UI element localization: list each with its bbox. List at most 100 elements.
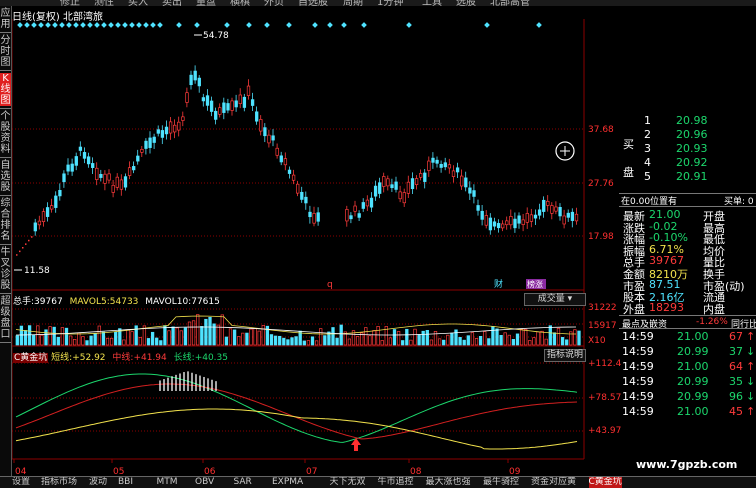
volume-bar xyxy=(556,327,561,346)
volume-bar xyxy=(425,329,429,346)
bottom-tab[interactable]: BBI xyxy=(118,477,134,487)
volume-bar xyxy=(569,331,573,346)
signal-diamond xyxy=(87,22,93,28)
bottom-tab[interactable]: SAR xyxy=(233,477,252,487)
bottom-tab[interactable]: 天下无双 xyxy=(329,477,366,487)
left-tab[interactable]: K线图 xyxy=(0,73,11,106)
bottom-tab[interactable]: 最牛骑控 xyxy=(483,477,520,487)
top-menu-item[interactable]: 工具 xyxy=(422,0,442,6)
candle-body xyxy=(193,70,197,81)
price-tick: 37.68 xyxy=(588,125,614,135)
candle-body xyxy=(414,178,419,186)
candle-body xyxy=(78,146,83,151)
candle-body xyxy=(410,178,415,190)
volume-bar xyxy=(273,335,278,346)
mid-value: +41.94 xyxy=(133,353,167,363)
top-menu-item[interactable]: 外页 xyxy=(264,0,284,6)
candle-body xyxy=(398,191,402,200)
volume-bar xyxy=(380,340,384,346)
chart-canvas[interactable]: 04 05 06 07 08 09 54.78 11.58 q 财 榜涨 xyxy=(12,19,618,476)
x-axis-label: 07 xyxy=(306,467,317,476)
tick-volume: 67 xyxy=(729,330,743,343)
bottom-tab[interactable]: 波动 xyxy=(89,477,108,487)
volume-bar xyxy=(450,332,454,346)
long-label: 长线: xyxy=(173,353,195,363)
left-tab[interactable]: 自选股 xyxy=(0,160,11,193)
top-menu-item[interactable]: 量盘 xyxy=(196,0,216,6)
volume-bar xyxy=(327,331,331,346)
divider xyxy=(619,206,756,207)
volume-bar xyxy=(495,328,499,346)
left-tab[interactable]: 分时图 xyxy=(0,35,11,68)
top-menu-item[interactable]: 修正 xyxy=(60,0,80,6)
signal-diamond xyxy=(327,22,333,28)
bottom-tab[interactable]: 牛市追控 xyxy=(377,477,414,487)
volume-bar xyxy=(237,336,241,346)
bid-level: 2 xyxy=(644,128,651,141)
divider xyxy=(619,315,756,316)
volume-bar xyxy=(245,332,249,346)
arrow-down-icon: ↓ xyxy=(746,390,756,403)
top-menu-item[interactable]: 1分钟 xyxy=(377,0,404,6)
top-menu-item[interactable]: 横棋 xyxy=(230,0,250,6)
volume-bar xyxy=(507,334,511,346)
bottom-tab[interactable]: 指标市场 xyxy=(41,477,78,487)
volume-bar xyxy=(23,330,28,346)
candle-body xyxy=(267,134,271,144)
bid-level: 5 xyxy=(644,170,651,183)
volume-indicator-dropdown[interactable]: 成交量 ▾ xyxy=(524,293,586,306)
candle-body xyxy=(312,213,316,224)
left-tab[interactable]: 应用 xyxy=(0,8,11,30)
left-tab[interactable]: 超级盘口 xyxy=(0,296,11,340)
bid-level: 4 xyxy=(644,156,651,169)
candle-body xyxy=(86,156,91,165)
top-menu-item[interactable]: 测性 xyxy=(94,0,114,6)
long-line xyxy=(15,373,578,443)
tab-value: -1.26% xyxy=(696,317,728,327)
volume-bar xyxy=(191,320,196,346)
arrow-up-icon: ↑ xyxy=(746,330,756,343)
mavol10-line xyxy=(15,326,577,336)
bottom-tab[interactable]: MTM xyxy=(156,477,178,487)
indicator-help-button[interactable]: 指标说明 xyxy=(544,349,586,362)
candle-body xyxy=(554,206,558,212)
top-menu-item[interactable]: 北部高管 xyxy=(490,0,530,6)
candle-body xyxy=(488,217,493,231)
left-tab[interactable]: 个股资料 xyxy=(0,111,11,155)
top-menu-item[interactable]: 选股 xyxy=(456,0,476,6)
candle-body xyxy=(357,213,361,218)
volume-bar xyxy=(89,335,93,346)
top-menu-item[interactable]: 买入 xyxy=(128,0,148,6)
low-price-label: 11.58 xyxy=(24,266,50,276)
bottom-tab[interactable]: 最大涨也强 xyxy=(425,477,471,487)
signal-diamond xyxy=(45,22,51,28)
top-menu-item[interactable]: 卖出 xyxy=(162,0,182,6)
bottom-tab[interactable]: OBV xyxy=(195,477,215,487)
chevron-down-icon: ▾ xyxy=(567,294,573,304)
candle-body xyxy=(99,173,103,178)
left-tab[interactable]: 牛叉诊股 xyxy=(0,247,11,291)
volume-bar xyxy=(118,328,122,346)
candle-body xyxy=(255,111,259,122)
volume-bar xyxy=(433,331,438,346)
bottom-tab[interactable]: EXPMA xyxy=(272,477,304,487)
stat-value: -0.10% xyxy=(649,231,688,245)
candle-body xyxy=(501,223,505,229)
left-tab[interactable]: 综合排名 xyxy=(0,198,11,242)
volume-bar xyxy=(146,338,151,346)
top-menu-item[interactable]: 周期 xyxy=(343,0,363,6)
top-menu-item[interactable]: 自选股 xyxy=(298,0,328,6)
bottom-tab[interactable]: 资金对应黄 xyxy=(531,477,577,487)
candle-body xyxy=(537,209,542,216)
signal-diamond xyxy=(31,22,37,28)
volume-bar xyxy=(48,326,52,346)
candle-body xyxy=(394,181,398,190)
event-marker: 榜涨 xyxy=(527,279,543,289)
tick-time: 14:59 xyxy=(622,360,654,373)
candle-body xyxy=(496,223,501,229)
tab-label[interactable]: 同行比 xyxy=(731,320,756,330)
volume-bar xyxy=(544,338,548,346)
price-tick: 27.76 xyxy=(588,179,614,189)
bottom-tab[interactable]: 设置 xyxy=(12,477,31,487)
bottom-tab[interactable]: C黄金坑 xyxy=(588,477,622,488)
